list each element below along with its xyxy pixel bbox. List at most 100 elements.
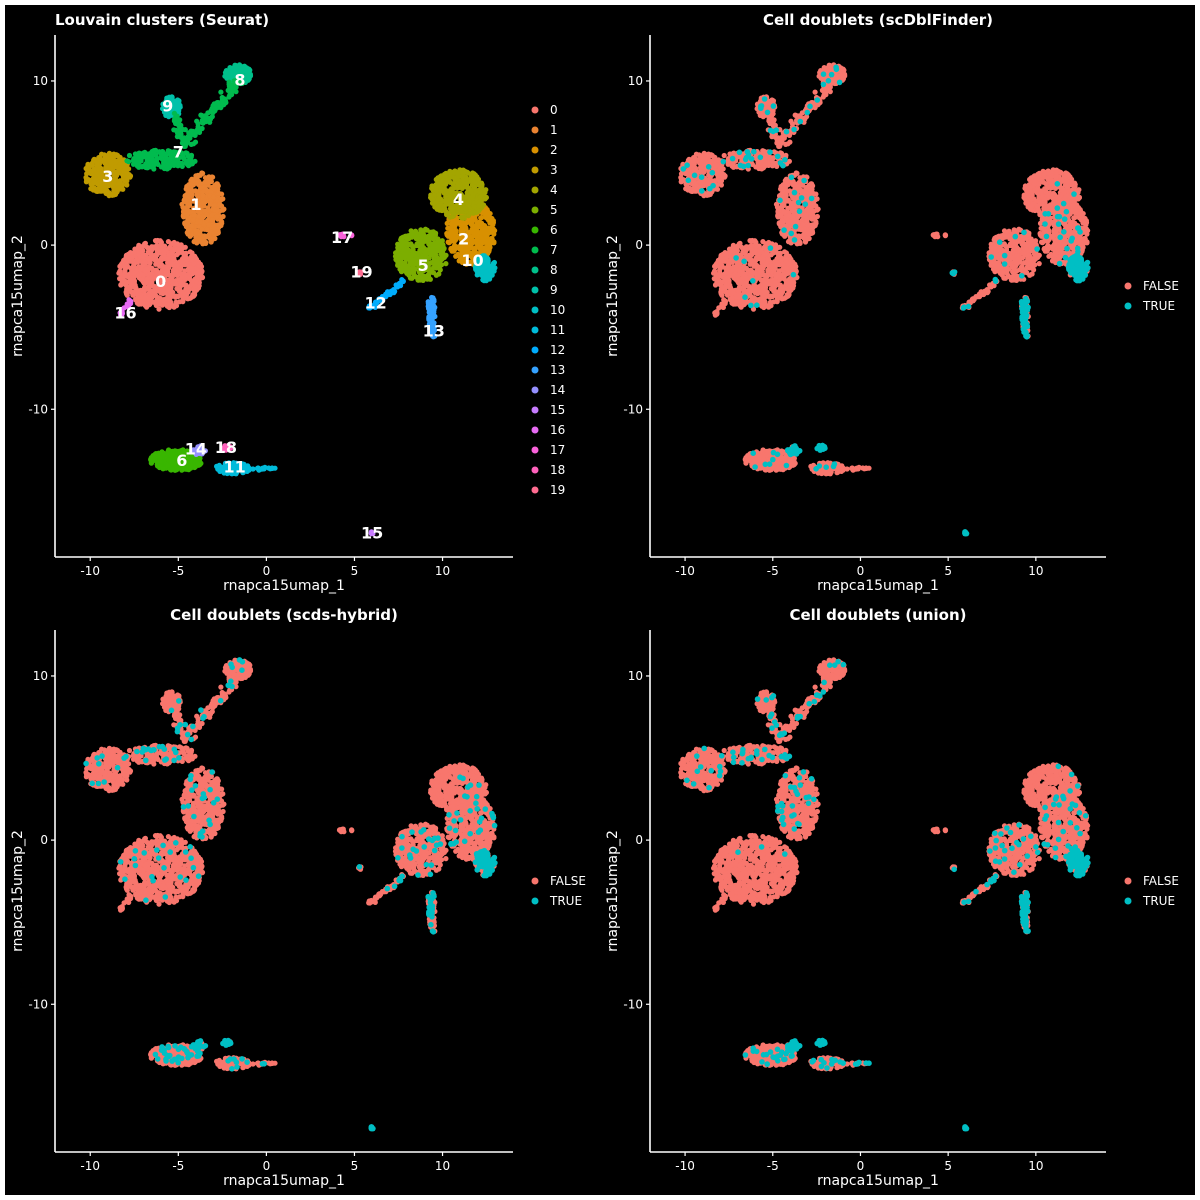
data-point xyxy=(214,214,220,220)
data-point xyxy=(165,277,171,283)
data-point xyxy=(431,303,437,309)
data-point xyxy=(804,217,810,223)
data-point xyxy=(742,265,748,271)
data-point xyxy=(430,270,437,276)
data-point xyxy=(428,250,434,257)
data-point xyxy=(398,269,405,275)
scatter-points xyxy=(678,62,1091,537)
legend-key xyxy=(531,266,539,274)
data-point xyxy=(154,242,160,248)
data-point xyxy=(737,240,743,246)
data-point xyxy=(474,235,480,241)
legend-label: 14 xyxy=(550,383,565,397)
data-point xyxy=(783,294,789,300)
data-point xyxy=(814,207,820,213)
legend-label: 1 xyxy=(550,123,558,137)
data-point xyxy=(161,251,167,257)
panel-title: Cell doublets (scDblFinder) xyxy=(763,11,993,29)
data-point xyxy=(166,157,173,163)
data-point xyxy=(140,248,146,254)
data-point xyxy=(178,246,184,252)
cluster-label: 9 xyxy=(162,97,173,116)
data-point xyxy=(216,224,222,230)
data-point xyxy=(124,158,130,164)
data-point xyxy=(187,274,193,280)
data-point xyxy=(143,279,149,285)
data-point xyxy=(211,203,217,209)
data-point xyxy=(794,170,800,176)
data-point xyxy=(773,262,779,268)
data-point xyxy=(467,210,474,216)
data-point xyxy=(777,255,783,261)
data-point xyxy=(199,226,205,232)
data-point xyxy=(147,265,153,271)
data-point xyxy=(96,166,102,172)
data-point xyxy=(269,465,275,471)
data-point xyxy=(755,287,761,294)
legend-key xyxy=(531,306,539,314)
data-point xyxy=(778,291,784,297)
data-point xyxy=(114,172,120,178)
data-point xyxy=(425,301,431,307)
data-point xyxy=(196,237,202,243)
cluster-label: 15 xyxy=(361,523,383,542)
data-point xyxy=(109,192,115,198)
data-point xyxy=(433,252,439,259)
data-point xyxy=(184,159,190,165)
data-point xyxy=(152,457,158,463)
y-tick-label: -10 xyxy=(28,402,48,416)
data-point xyxy=(434,243,440,249)
data-point xyxy=(117,276,123,282)
legend-label: 16 xyxy=(550,423,565,437)
x-tick-label: 5 xyxy=(351,564,359,578)
cluster-label: 0 xyxy=(155,272,166,291)
data-point xyxy=(194,230,200,236)
data-point xyxy=(754,262,760,268)
data-point xyxy=(149,159,155,165)
data-point xyxy=(148,152,154,159)
x-tick-label: 0 xyxy=(263,564,271,578)
legend-label: 0 xyxy=(550,103,558,117)
data-point xyxy=(459,215,465,221)
data-point xyxy=(148,275,155,281)
data-point xyxy=(400,243,406,249)
data-point xyxy=(187,265,193,271)
data-point xyxy=(810,190,816,196)
data-point xyxy=(409,252,415,258)
data-point xyxy=(200,240,206,246)
data-point xyxy=(747,261,753,267)
data-point xyxy=(773,274,779,280)
data-point xyxy=(96,179,102,185)
data-point xyxy=(785,197,791,203)
data-point xyxy=(475,269,481,275)
data-point xyxy=(769,286,775,292)
data-point xyxy=(210,194,217,200)
legend-label: 2 xyxy=(550,143,558,157)
cluster-label: 5 xyxy=(418,256,429,275)
data-point xyxy=(198,185,204,191)
data-point xyxy=(212,106,218,112)
data-point xyxy=(712,282,719,288)
data-point xyxy=(184,291,190,297)
data-point xyxy=(136,273,142,279)
data-point xyxy=(182,255,189,261)
data-point xyxy=(173,303,180,309)
legend-label: 12 xyxy=(550,343,565,357)
data-point xyxy=(179,262,185,268)
data-point xyxy=(85,178,92,184)
data-point xyxy=(169,452,175,458)
data-point xyxy=(474,174,480,180)
data-point xyxy=(196,129,203,135)
data-point xyxy=(471,204,477,210)
data-point xyxy=(167,301,173,307)
data-point xyxy=(755,251,762,257)
data-point xyxy=(150,299,156,305)
data-point xyxy=(217,468,223,474)
data-point xyxy=(711,276,717,282)
data-point xyxy=(491,240,497,246)
data-point xyxy=(459,174,465,180)
data-point xyxy=(167,288,173,295)
data-point xyxy=(772,246,779,252)
data-point xyxy=(200,214,206,220)
legend-label: 11 xyxy=(550,323,565,337)
